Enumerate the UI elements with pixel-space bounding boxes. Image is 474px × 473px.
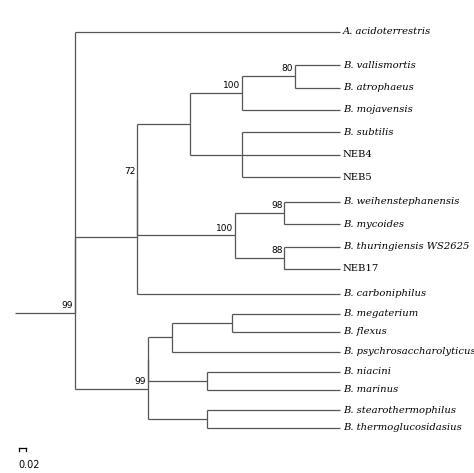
Text: B. thuringiensis WS2625: B. thuringiensis WS2625 <box>343 242 469 251</box>
Text: B. vallismortis: B. vallismortis <box>343 61 416 70</box>
Text: B. subtilis: B. subtilis <box>343 128 393 137</box>
Text: 99: 99 <box>61 301 73 310</box>
Text: B. megaterium: B. megaterium <box>343 309 418 318</box>
Text: 99: 99 <box>135 377 146 386</box>
Text: 100: 100 <box>223 81 240 90</box>
Text: B. stearothermophilus: B. stearothermophilus <box>343 405 456 414</box>
Text: 88: 88 <box>271 246 283 255</box>
Text: B. marinus: B. marinus <box>343 385 398 394</box>
Text: B. thermoglucosidasius: B. thermoglucosidasius <box>343 423 462 432</box>
Text: NEB5: NEB5 <box>343 173 373 182</box>
Text: B. weihenstephanensis: B. weihenstephanensis <box>343 197 459 206</box>
Text: B. atrophaeus: B. atrophaeus <box>343 83 414 92</box>
Text: B. niacini: B. niacini <box>343 368 391 377</box>
Text: 100: 100 <box>216 224 234 233</box>
Text: 72: 72 <box>124 167 136 176</box>
Text: A. acidoterrestris: A. acidoterrestris <box>343 27 431 36</box>
Text: B. psychrosaccharolyticus: B. psychrosaccharolyticus <box>343 347 474 356</box>
Text: NEB4: NEB4 <box>343 150 373 159</box>
Text: 0.02: 0.02 <box>18 460 40 471</box>
Text: B. flexus: B. flexus <box>343 327 387 336</box>
Text: B. mycoides: B. mycoides <box>343 219 404 228</box>
Text: NEB17: NEB17 <box>343 264 379 273</box>
Text: B. mojavensis: B. mojavensis <box>343 105 412 114</box>
Text: B. carboniphilus: B. carboniphilus <box>343 289 426 298</box>
Text: 80: 80 <box>282 64 293 73</box>
Text: 98: 98 <box>271 201 283 210</box>
